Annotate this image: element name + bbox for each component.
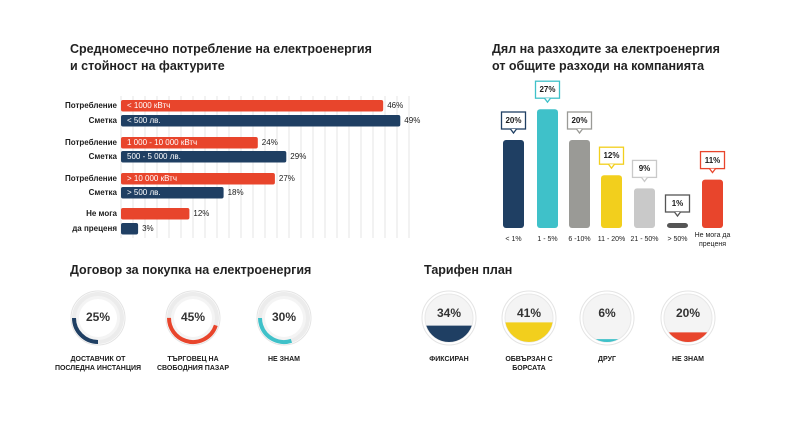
share-category-label: 21 - 50% xyxy=(630,236,659,243)
donut-arc xyxy=(167,292,219,344)
donut-arc xyxy=(72,292,124,344)
bar-value-label: 46% xyxy=(387,101,404,110)
callout-pointer xyxy=(543,97,552,104)
share-title-line-2: от общите разходи на компанията xyxy=(492,59,705,73)
share-title-line-1: Дял на разходите за електроенергия xyxy=(492,42,720,56)
callout-pointer xyxy=(673,211,682,218)
fill-level-segment xyxy=(505,322,553,342)
bar-value-label: 18% xyxy=(227,188,244,197)
tariff-chart-title: Тарифен план xyxy=(424,263,513,277)
donut-center xyxy=(174,299,212,337)
bar-inner-label: 1 000 - 10 000 кВтч xyxy=(127,138,198,147)
donut-center xyxy=(79,299,117,337)
bar-value-label: 29% xyxy=(290,152,307,161)
share-bar xyxy=(537,109,558,228)
fill-level-segment xyxy=(595,339,619,342)
bar-inner-label: > 500 лв. xyxy=(127,188,161,197)
share-value-label: 11% xyxy=(704,155,721,165)
share-chart-title: Дял на разходите за електроенергия от об… xyxy=(492,41,720,75)
row-category-label: Сметка xyxy=(88,152,117,161)
share-category-label: > 50% xyxy=(667,236,688,243)
donut-category-label: ДОСТАВЧИК ОТ ПОСЛЕДНА ИНСТАНЦИЯ xyxy=(54,356,142,372)
fill-category-label: ОБВЪРЗАН С БОРСАТА xyxy=(505,356,553,372)
fill-category-label: НЕ ЗНАМ xyxy=(672,356,704,363)
share-bar xyxy=(503,140,524,228)
fill-value-label: 41% xyxy=(516,306,542,320)
row-category-label: Не мога xyxy=(86,209,117,218)
donut-value-label: 25% xyxy=(85,310,111,324)
share-bar xyxy=(702,179,723,228)
bar-inner-label: > 10 000 кВтч xyxy=(127,174,177,183)
donut-value-label: 45% xyxy=(180,310,206,324)
bar-inner-label: < 500 лв. xyxy=(127,116,161,125)
row-category-label: да преценя xyxy=(72,224,117,233)
consumption-title-line-2: и стойност на фактурите xyxy=(70,59,225,73)
share-category-label: 6 -10% xyxy=(568,236,591,243)
donut-category-label: НЕ ЗНАМ xyxy=(268,356,300,363)
share-value-label: 20% xyxy=(571,116,588,125)
consumption-chart-title: Средномесечно потребление на електроенер… xyxy=(70,41,372,75)
callout-pointer xyxy=(575,128,584,135)
share-value-label: 9% xyxy=(638,164,651,174)
share-category-label: 11 - 20% xyxy=(597,236,626,243)
share-bar xyxy=(667,223,688,228)
callout-pointer xyxy=(640,177,649,183)
fill-level-segment xyxy=(426,325,472,342)
consumption-bar xyxy=(121,100,384,112)
callout-pointer xyxy=(509,128,518,135)
row-category-label: Потребление xyxy=(65,101,117,110)
row-category-label: Потребление xyxy=(65,174,117,183)
bar-value-label: 24% xyxy=(261,138,278,147)
callout-pointer xyxy=(607,163,616,170)
share-category-label: 1 - 5% xyxy=(537,236,558,243)
fill-value-label: 34% xyxy=(436,306,462,320)
consumption-bar xyxy=(121,223,139,235)
share-value-label: 1% xyxy=(671,199,684,208)
share-bar xyxy=(634,188,655,228)
bar-inner-label: 500 - 5 000 лв. xyxy=(127,152,181,161)
bar-value-label: 49% xyxy=(404,116,421,125)
consumption-bar xyxy=(121,151,287,163)
donut-value-label: 30% xyxy=(271,310,297,324)
fill-value-label: 6% xyxy=(598,306,616,320)
bar-inner-label: < 1000 кВтч xyxy=(127,101,171,110)
fill-category-label: ДРУГ xyxy=(598,356,616,363)
share-value-label: 27% xyxy=(539,85,556,95)
consumption-bar xyxy=(121,115,401,127)
share-bar xyxy=(601,175,622,228)
row-category-label: Сметка xyxy=(88,116,117,125)
fill-category-label: ФИКСИРАН xyxy=(429,356,469,363)
consumption-bar xyxy=(121,137,258,149)
share-category-label: Не мога да преценя xyxy=(694,232,731,248)
donut-category-label: ТЪРГОВЕЦ НА СВОБОДНИЯ ПАЗАР xyxy=(156,356,229,372)
fill-value-label: 20% xyxy=(675,306,701,320)
donut-arc xyxy=(258,292,310,344)
contract-chart-title: Договор за покупка на електроенергия xyxy=(70,263,312,277)
fill-circle-bg xyxy=(582,293,632,343)
share-value-label: 12% xyxy=(603,151,620,161)
row-category-label: Потребление xyxy=(65,138,117,147)
share-category-label: < 1% xyxy=(505,236,522,243)
consumption-bar xyxy=(121,187,224,199)
fill-level-segment xyxy=(668,332,708,343)
consumption-bar xyxy=(121,208,190,220)
share-value-label: 20% xyxy=(505,116,522,125)
bar-value-label: 12% xyxy=(193,209,210,218)
consumption-title-line-1: Средномесечно потребление на електроенер… xyxy=(70,42,372,56)
bar-value-label: 27% xyxy=(278,174,295,183)
bar-value-label: 3% xyxy=(142,224,154,233)
callout-pointer xyxy=(708,168,717,174)
share-bar xyxy=(569,140,590,228)
consumption-bar xyxy=(121,173,275,185)
row-category-label: Сметка xyxy=(88,188,117,197)
donut-center xyxy=(265,299,303,337)
